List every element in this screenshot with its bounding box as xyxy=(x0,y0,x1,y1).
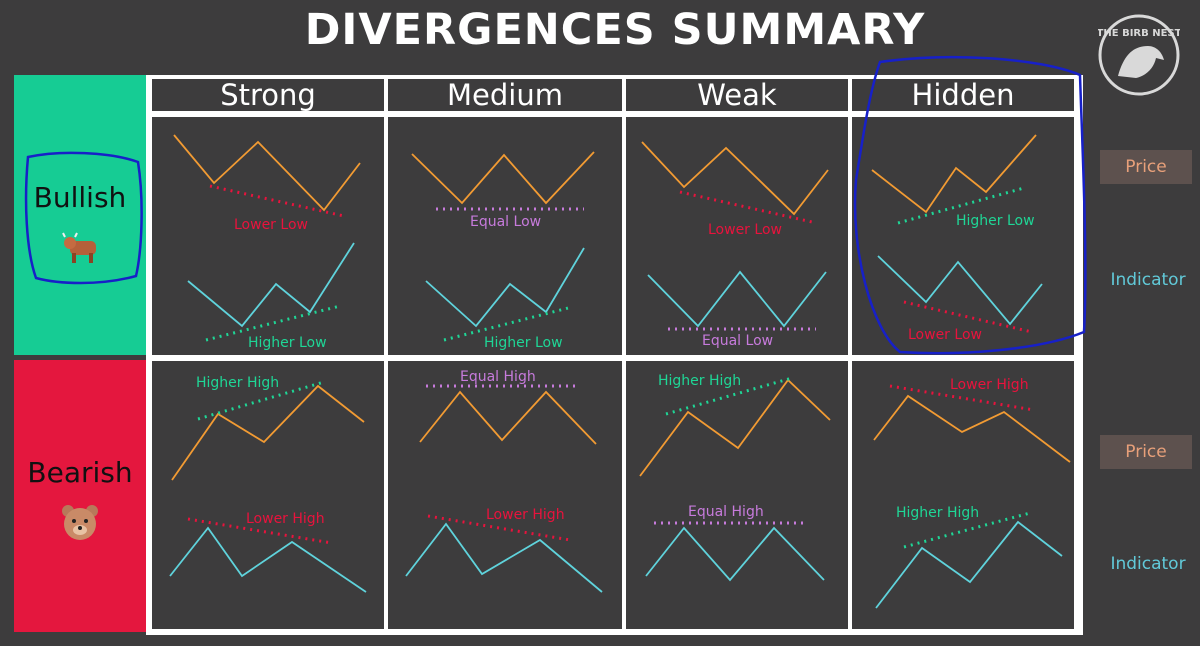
label-bull-strong-price: Lower Low xyxy=(234,217,308,233)
cell-bearish-weak xyxy=(626,361,848,629)
higher-high-trendline xyxy=(197,380,325,421)
side-label-price-bullish: Price xyxy=(1100,150,1192,184)
label-bull-weak-indicator: Equal Low xyxy=(702,333,773,349)
price-line-bull-weak xyxy=(641,141,829,216)
bearish-row-label: Bearish xyxy=(14,360,146,632)
side-label-indicator-bearish: Indicator xyxy=(1110,554,1186,574)
bear-icon xyxy=(62,505,98,540)
label-bear-hidden-indicator: Higher High xyxy=(896,505,979,521)
higher-high-trendline xyxy=(665,376,793,416)
annotation-circle-bullish xyxy=(24,151,143,285)
label-bull-strong-indicator: Higher Low xyxy=(248,335,327,351)
price-line-bear-weak xyxy=(639,378,831,477)
bearish-label: Bearish xyxy=(27,456,133,489)
cell-bullish-strong xyxy=(152,117,384,355)
indicator-line-bear-medium xyxy=(405,522,603,593)
label-bull-medium-indicator: Higher Low xyxy=(484,335,563,351)
label-bear-weak-indicator: Equal High xyxy=(688,504,764,520)
label-bull-weak-price: Lower Low xyxy=(708,222,782,238)
higher-low-trendline xyxy=(443,305,573,342)
indicator-line-bear-weak xyxy=(645,526,825,582)
label-bear-medium-indicator: Lower High xyxy=(486,507,565,523)
cell-bullish-weak xyxy=(626,117,848,355)
bullish-label: Bullish xyxy=(33,181,127,214)
price-line-bear-strong xyxy=(171,384,365,481)
indicator-line-bull-medium xyxy=(425,247,585,328)
higher-high-trendline xyxy=(903,511,1031,549)
side-label-price-bearish: Price xyxy=(1100,435,1192,469)
label-bull-hidden-indicator: Lower Low xyxy=(908,327,982,343)
page-title: DIVERGENCES SUMMARY xyxy=(304,5,926,55)
lower-low-trendline xyxy=(903,300,1033,334)
bullish-row-label: Bullish xyxy=(14,75,146,355)
lower-low-trendline xyxy=(209,184,345,218)
cell-bearish-strong xyxy=(152,361,384,629)
indicator-line-bull-hidden xyxy=(877,255,1043,326)
label-bull-medium-price: Equal Low xyxy=(470,214,541,230)
label-bear-strong-indicator: Lower High xyxy=(246,511,325,527)
bull-icon xyxy=(62,232,96,263)
higher-low-trendline xyxy=(897,186,1025,225)
lower-low-trendline xyxy=(679,190,813,224)
logo-text: THE BIRB NEST xyxy=(1098,28,1180,39)
indicator-line-bear-strong xyxy=(169,526,367,593)
indicator-line-bear-hidden xyxy=(875,520,1063,609)
price-line-bear-medium xyxy=(419,390,597,445)
column-header-hidden: Hidden xyxy=(852,79,1074,111)
cell-bearish-hidden xyxy=(852,361,1074,629)
label-bull-hidden-price: Higher Low xyxy=(956,213,1035,229)
label-bear-weak-price: Higher High xyxy=(658,373,741,389)
column-header-strong: Strong xyxy=(152,79,384,111)
price-line-bull-hidden xyxy=(871,134,1037,214)
column-header-weak: Weak xyxy=(626,79,848,111)
price-line-bear-hidden xyxy=(873,394,1071,463)
indicator-line-bull-weak xyxy=(647,270,827,328)
cell-bullish-hidden xyxy=(852,117,1074,355)
label-bear-hidden-price: Lower High xyxy=(950,377,1029,393)
label-bear-strong-price: Higher High xyxy=(196,375,279,391)
birb-nest-logo: THE BIRB NEST xyxy=(1098,14,1180,96)
indicator-line-bull-strong xyxy=(187,242,355,328)
annotation-circle-hidden xyxy=(853,55,1087,355)
price-line-bull-medium xyxy=(411,151,595,205)
column-header-medium: Medium xyxy=(388,79,622,111)
label-bear-medium-price: Equal High xyxy=(460,369,536,385)
lower-high-trendline xyxy=(427,514,571,542)
side-label-indicator-bullish: Indicator xyxy=(1110,270,1186,290)
cell-bearish-medium xyxy=(388,361,622,629)
price-line-bull-strong xyxy=(173,134,361,212)
